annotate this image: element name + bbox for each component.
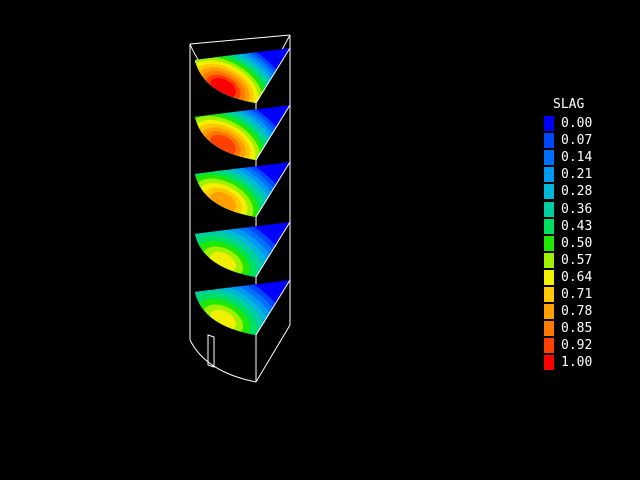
legend-label: 0.43 [561,218,593,234]
legend-label: 0.28 [561,184,593,200]
legend-entry: 0.50 [544,235,634,252]
legend-entry: 0.43 [544,218,634,235]
legend-label: 0.07 [561,133,593,149]
legend-entry: 0.07 [544,132,634,149]
legend-swatch [544,338,554,354]
vessel-back-top-edge [189,34,291,45]
legend-entry: 0.71 [544,286,634,303]
legend-swatch [544,150,554,166]
legend-label: 0.14 [561,150,593,166]
legend-swatch [544,201,554,217]
legend-label: 0.78 [561,304,593,320]
legend-label: 0.71 [561,287,593,302]
slice-level-5 [195,280,290,335]
slice-edge [255,47,291,104]
legend-swatch [544,252,554,268]
tapping-hole [207,334,215,368]
slice-edge [255,161,291,218]
legend-entry: 0.00 [544,115,634,132]
legend-entry: 0.36 [544,201,634,218]
legend-label: 0.57 [561,252,593,268]
legend-label: 0.36 [561,201,593,217]
legend-entry: 0.92 [544,337,634,354]
slice-edge [255,221,291,278]
slice-edge [255,279,291,336]
legend-swatch [544,321,554,337]
legend-entry: 0.78 [544,303,634,320]
legend-label: 0.85 [561,321,593,337]
legend-label: 1.00 [561,355,593,371]
legend-swatch [544,184,554,200]
legend-swatch [544,304,554,320]
slag-slices [195,47,291,336]
legend-entry: 0.28 [544,183,634,200]
legend-label: 0.50 [561,235,593,251]
legend-entry: 0.64 [544,269,634,286]
legend-swatch [544,133,554,149]
legend-entry: 0.14 [544,149,634,166]
legend-label: 0.92 [561,338,593,354]
legend-label: 0.00 [561,116,593,131]
legend-swatch [544,355,554,371]
legend-label: 0.21 [561,167,593,183]
legend-swatch [544,269,554,285]
legend-title: SLAG [553,97,585,112]
legend-entry: 1.00 [544,354,634,371]
legend-entry: 0.85 [544,320,634,337]
legend-swatch [544,235,554,251]
vessel-bottom-curve [189,339,257,383]
slice-edge [255,104,291,161]
vessel-bottom-front-edge [255,324,291,383]
legend-swatch [544,116,554,131]
legend-label: 0.64 [561,269,593,285]
legend-swatch [544,287,554,302]
legend-swatch [544,167,554,183]
legend-entry: 0.57 [544,252,634,269]
legend-swatch [544,218,554,234]
legend-entry: 0.21 [544,166,634,183]
